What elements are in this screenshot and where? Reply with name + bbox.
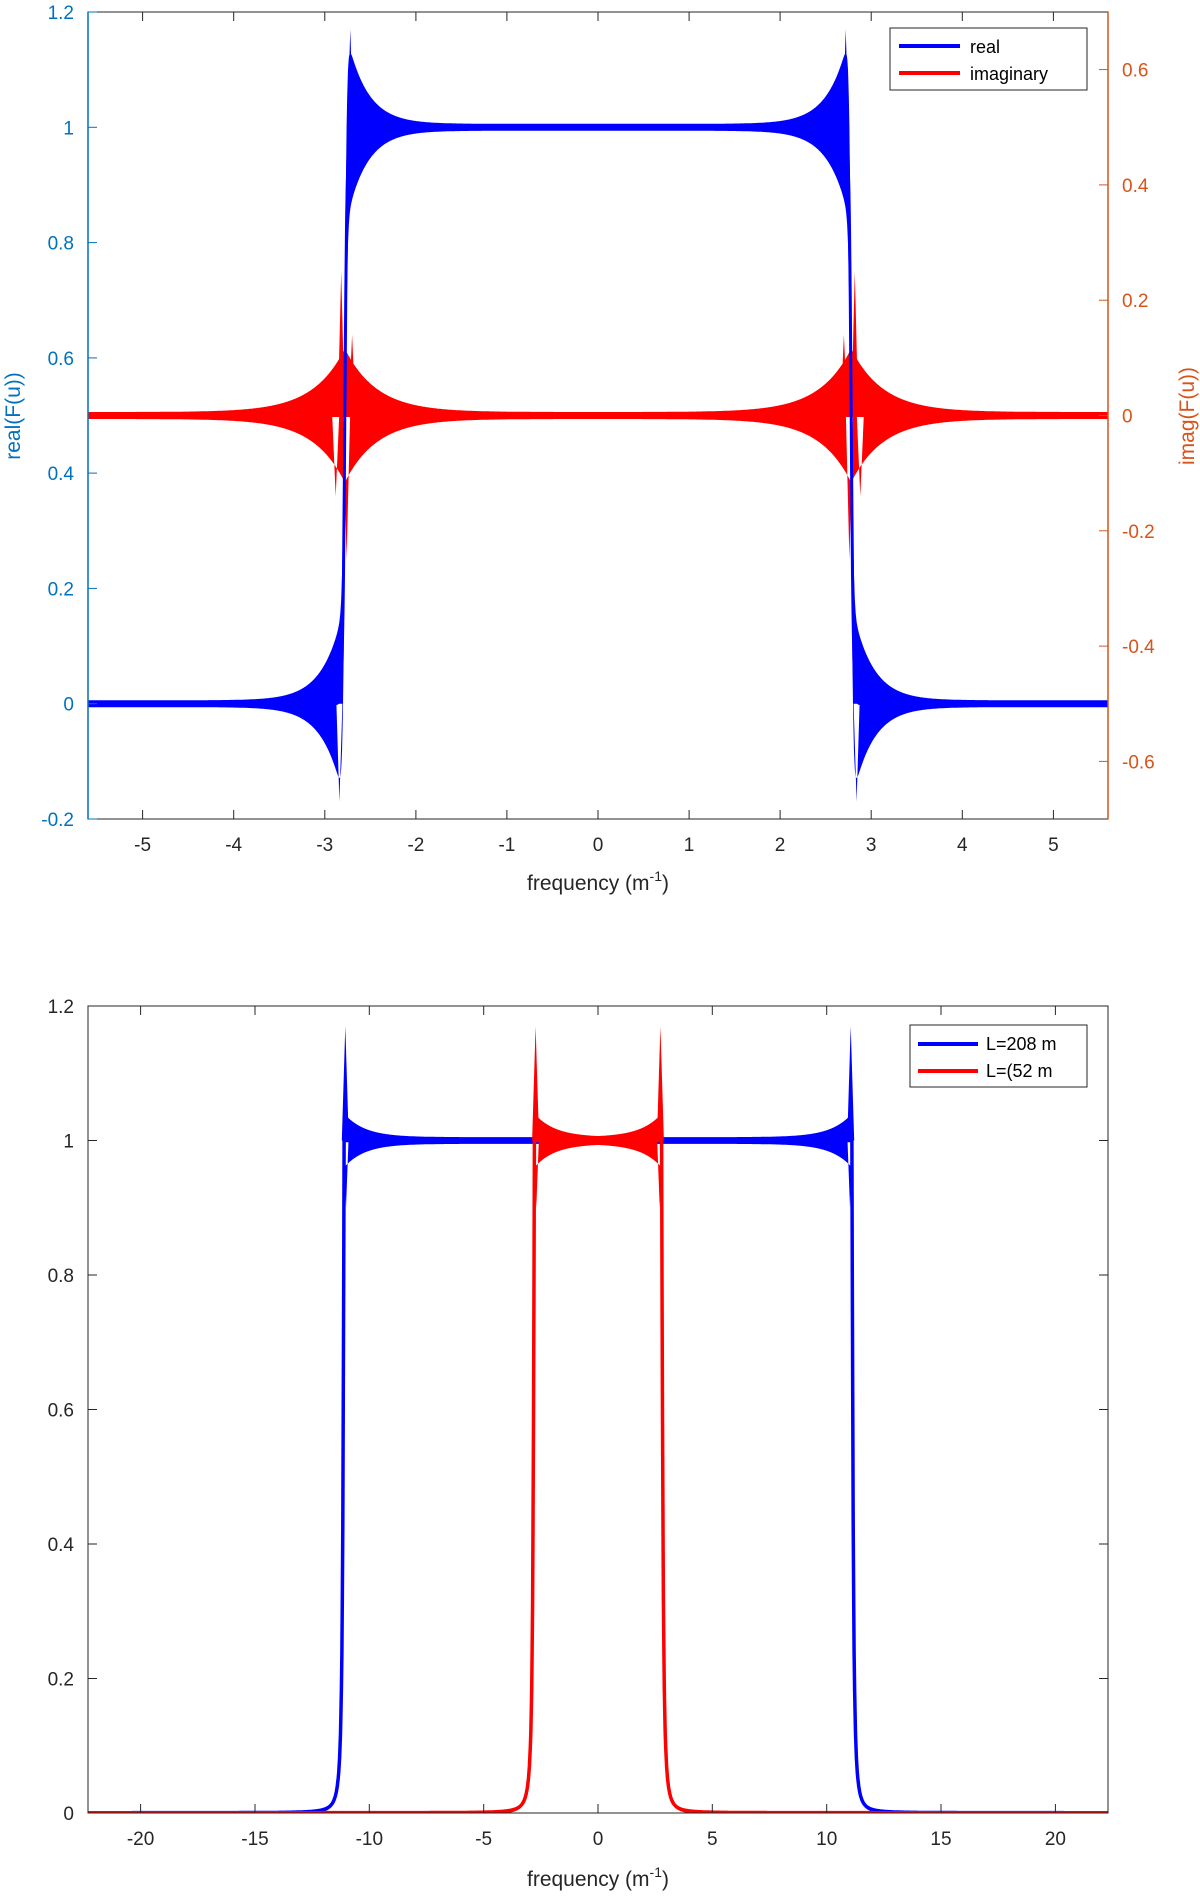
series-real-line	[88, 125, 1108, 706]
x-tick-label: 0	[593, 835, 604, 856]
x-tick-label: -3	[316, 835, 333, 856]
y-right-tick-label: 0.6	[1122, 61, 1148, 82]
top-chart-right-y-axis-label: imag(F(u))	[1176, 367, 1199, 465]
y-tick-label: 0.2	[48, 1670, 74, 1691]
series-l52-line	[88, 1138, 1108, 1813]
top-chart-left-y-axis-label: real(F(u))	[2, 372, 25, 460]
top-chart-x-ticks: -5 -4 -3 -2 -1 0 1 2 3 4 5	[134, 12, 1059, 856]
x-tick-label: -10	[356, 1829, 383, 1850]
x-tick-label: 1	[684, 835, 695, 856]
x-tick-label: 3	[866, 835, 877, 856]
x-tick-label: -15	[241, 1829, 268, 1850]
y-tick-label: 1.2	[48, 997, 74, 1018]
y-tick-label: 0.6	[48, 349, 74, 370]
y-right-tick-label: -0.4	[1122, 637, 1155, 658]
top-chart: -5 -4 -3 -2 -1 0 1 2 3 4 5 -0.2 0 0.2 0.4 0.6 0.8 1 1.2 -…	[2, 3, 1199, 895]
top-chart-right-y-ticks: -0.6 -0.4 -0.2 0 0.2 0.4 0.6	[1099, 61, 1155, 773]
top-chart-plot-area	[88, 29, 1108, 802]
x-tick-label: -20	[127, 1829, 154, 1850]
bottom-chart-legend: L=208 m L=(52 m	[909, 1024, 1088, 1088]
y-right-tick-label: 0.4	[1122, 176, 1149, 197]
bottom-chart-x-axis-label: frequency (m-1)	[527, 1864, 669, 1891]
x-tick-label: 0	[593, 1829, 604, 1850]
x-tick-label: -4	[225, 835, 242, 856]
x-tick-label: 5	[707, 1829, 718, 1850]
legend-real-label: real	[970, 37, 1000, 57]
y-right-tick-label: 0	[1122, 407, 1133, 428]
y-tick-label: 0.4	[48, 1535, 75, 1556]
bottom-chart-plot-area	[88, 1026, 1108, 1813]
bottom-chart-legend-box	[909, 1024, 1088, 1088]
y-tick-label: 0.4	[48, 464, 75, 485]
y-tick-label: 1.2	[48, 3, 74, 24]
y-tick-label: 0.8	[48, 234, 74, 255]
x-tick-label: -5	[475, 1829, 492, 1850]
bottom-chart-x-ticks: -20 -15 -10 -5 0 5 10 15 20	[127, 1006, 1066, 1850]
y-tick-label: 1	[63, 118, 74, 139]
series-l52-band	[88, 1026, 1108, 1813]
legend-imaginary-label: imaginary	[970, 64, 1048, 84]
x-tick-label: 5	[1048, 835, 1059, 856]
y-tick-label: 1	[63, 1132, 74, 1153]
y-tick-label: 0.8	[48, 1266, 74, 1287]
legend-l208-label: L=208 m	[986, 1034, 1057, 1054]
y-tick-label: 0.6	[48, 1401, 74, 1422]
bottom-chart-y-ticks: 0 0.2 0.4 0.6 0.8 1 1.2	[48, 997, 1108, 1825]
x-tick-label: 15	[930, 1829, 951, 1850]
x-tick-label: 20	[1045, 1829, 1066, 1850]
y-right-tick-label: -0.6	[1122, 752, 1155, 773]
legend-l52-label: L=(52 m	[986, 1061, 1053, 1081]
bottom-chart: -20 -15 -10 -5 0 5 10 15 20 0 0.2 0.4 0.6 0.8 1 1.2 fr…	[48, 997, 1109, 1891]
series-l208-line	[88, 1138, 1108, 1813]
y-tick-label: -0.2	[41, 810, 74, 831]
x-tick-label: 10	[816, 1829, 837, 1850]
top-chart-legend: real imaginary	[889, 27, 1088, 91]
top-chart-left-y-ticks: -0.2 0 0.2 0.4 0.6 0.8 1 1.2	[41, 3, 97, 831]
top-chart-x-axis-label: frequency (m-1)	[527, 868, 669, 895]
y-tick-label: 0	[63, 695, 74, 716]
bottom-chart-axes-box	[87, 1005, 1109, 1814]
x-tick-label: 2	[775, 835, 786, 856]
x-tick-label: 4	[957, 835, 968, 856]
y-right-tick-label: -0.2	[1122, 522, 1155, 543]
top-chart-legend-box	[889, 27, 1088, 91]
x-tick-label: -5	[134, 835, 151, 856]
y-tick-label: 0.2	[48, 579, 74, 600]
x-tick-label: -2	[407, 835, 424, 856]
y-tick-label: 0	[63, 1804, 74, 1825]
y-right-tick-label: 0.2	[1122, 291, 1148, 312]
x-tick-label: -1	[498, 835, 515, 856]
